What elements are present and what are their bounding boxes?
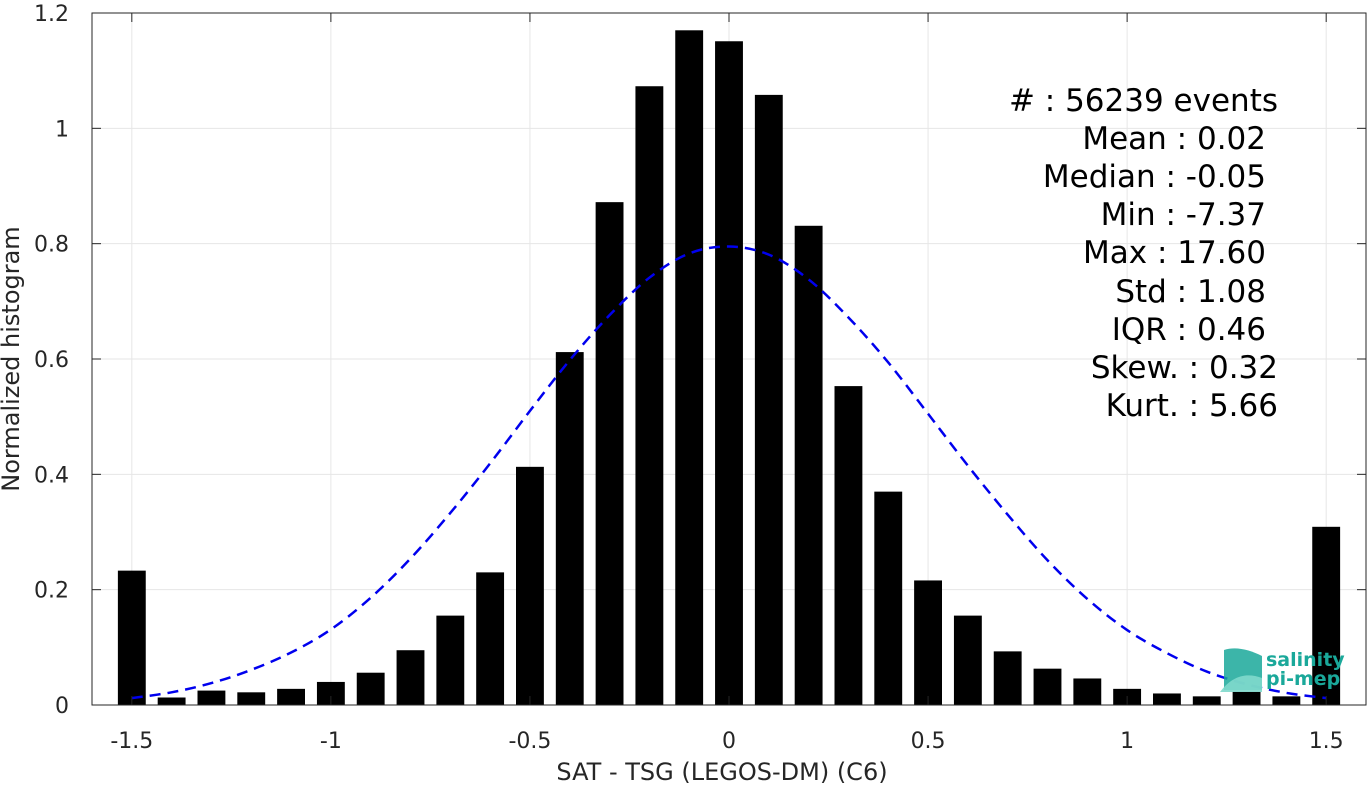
x-tick-label: -0.5 xyxy=(508,729,551,754)
histogram-bar xyxy=(1073,678,1102,705)
histogram-bar xyxy=(953,615,982,705)
histogram-bar xyxy=(1033,668,1062,705)
histogram-bar xyxy=(675,30,704,706)
x-tick-label: 0 xyxy=(722,729,736,754)
salinity-pi-mep-logo: salinity pi-mep xyxy=(1220,648,1345,692)
stat-skew: Skew. : 0.32 xyxy=(1091,350,1278,386)
histogram-bar xyxy=(1232,691,1261,705)
histogram-bar xyxy=(476,572,505,705)
x-tick-label: -1.5 xyxy=(110,729,153,754)
stat-mean: Mean : 0.02 xyxy=(1082,121,1266,157)
stat-min: Min : -7.37 xyxy=(1101,197,1266,233)
x-tick-label: -1 xyxy=(320,729,342,754)
stat-max: Max : 17.60 xyxy=(1083,235,1266,271)
histogram-bar xyxy=(794,225,823,706)
logo-text-pi-mep: pi-mep xyxy=(1266,668,1340,690)
y-tick-labels: 0 0.2 0.4 0.6 0.8 1 1.2 xyxy=(34,2,69,719)
stat-std: Std : 1.08 xyxy=(1115,274,1266,310)
y-tick-label: 0.6 xyxy=(34,348,69,373)
statistics-box: # : 56239 events Mean : 0.02 Median : -0… xyxy=(1009,83,1278,424)
y-tick-label: 1 xyxy=(55,117,69,142)
histogram-bar xyxy=(396,650,425,705)
histogram-bars xyxy=(117,30,1341,706)
histogram-bar xyxy=(1312,526,1341,705)
y-tick-label: 1.2 xyxy=(34,2,69,27)
histogram-bar xyxy=(316,681,345,705)
histogram-bar xyxy=(516,466,544,705)
logo-text-salinity: salinity xyxy=(1266,649,1345,671)
histogram-bar xyxy=(834,386,863,705)
histogram-bar xyxy=(1153,693,1181,705)
histogram-bar xyxy=(1272,696,1301,705)
axes xyxy=(91,12,1367,706)
x-tick-label: 1.5 xyxy=(1309,729,1344,754)
y-tick-label: 0.2 xyxy=(34,579,69,604)
histogram-bar xyxy=(754,94,783,706)
histogram-bar xyxy=(993,651,1022,705)
logo-wave-icon-light xyxy=(1220,675,1262,692)
histogram-bar xyxy=(157,697,186,705)
y-tick-label: 0.4 xyxy=(34,463,69,488)
y-axis-label: Normalized histogram xyxy=(0,226,25,491)
histogram-bar xyxy=(237,692,266,705)
stat-kurt: Kurt. : 5.66 xyxy=(1106,388,1278,424)
histogram-bar xyxy=(874,491,903,705)
stat-iqr: IQR : 0.46 xyxy=(1112,312,1266,348)
histogram-bar xyxy=(117,570,146,705)
stat-count: # : 56239 events xyxy=(1009,83,1278,119)
x-tick-labels: -1.5 -1 -0.5 0 0.5 1 1.5 xyxy=(110,729,1343,754)
x-tick-label: 1 xyxy=(1120,729,1134,754)
y-tick-label: 0.8 xyxy=(34,233,69,258)
stat-median: Median : -0.05 xyxy=(1043,159,1266,195)
x-axis-label: SAT - TSG (LEGOS-DM) (C6) xyxy=(556,758,887,785)
histogram-bar xyxy=(914,580,942,705)
histogram-bar xyxy=(1192,696,1221,705)
y-tick-label: 0 xyxy=(55,694,69,719)
histogram-bar xyxy=(356,672,385,705)
histogram-bar xyxy=(595,202,624,705)
normal-fit-curve xyxy=(131,245,1327,700)
x-tick-label: 0.5 xyxy=(911,729,946,754)
histogram-bar xyxy=(197,690,226,705)
histogram-bar xyxy=(277,688,305,705)
histogram-bar xyxy=(635,86,664,705)
histogram-bar xyxy=(436,615,465,705)
histogram-bar xyxy=(555,352,584,705)
histogram-bar xyxy=(715,41,743,706)
